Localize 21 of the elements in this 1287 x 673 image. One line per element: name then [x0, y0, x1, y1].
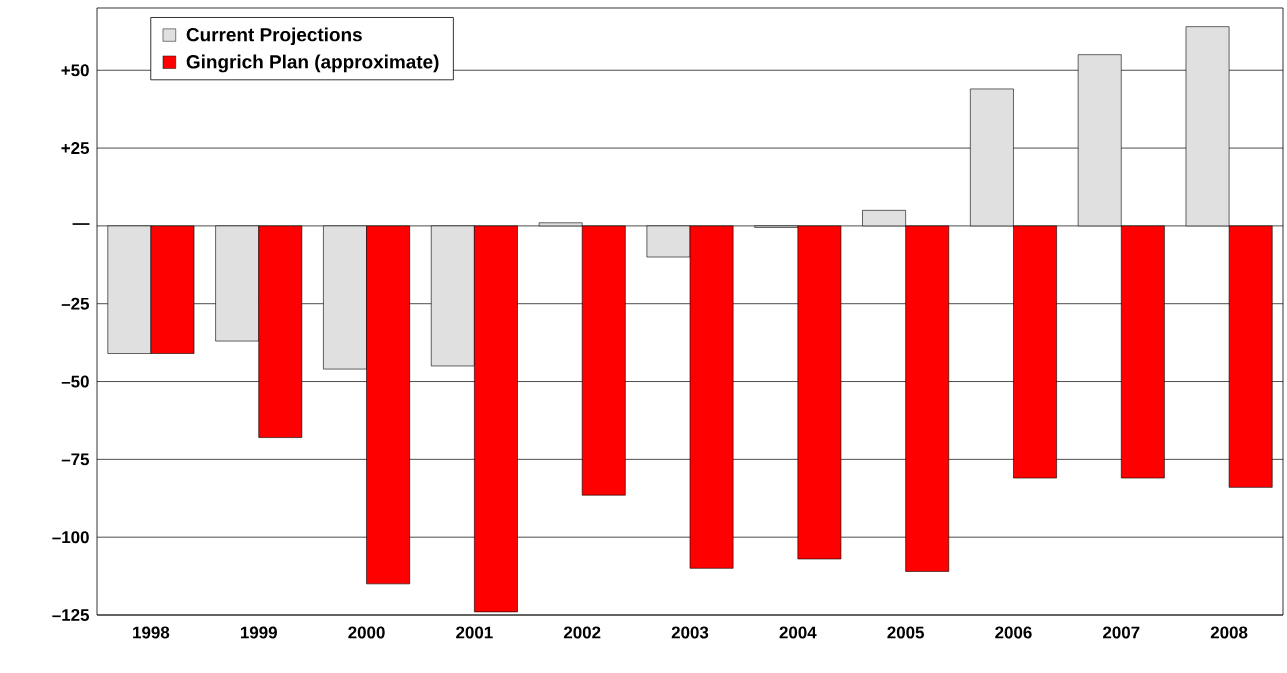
legend-label: Current Projections — [186, 27, 362, 46]
x-tick-label: 2002 — [563, 626, 601, 639]
x-tick-label: 1999 — [240, 626, 277, 639]
legend-label: Gingrich Plan (approximate) — [186, 54, 439, 73]
y-tick-label: –125 — [52, 609, 90, 621]
y-tick-label: –75 — [61, 453, 90, 466]
x-tick-label: 2005 — [887, 626, 924, 639]
y-tick-label: –25 — [61, 297, 90, 310]
y-tick-label: +50 — [61, 64, 89, 77]
y-tick-label: — — [72, 223, 90, 225]
x-tick-label: 2001 — [456, 626, 493, 639]
x-tick-label: 1998 — [133, 626, 170, 639]
y-tick-label: –50 — [61, 375, 89, 388]
x-tick-label: 2003 — [671, 626, 709, 639]
y-tick-label: +25 — [61, 142, 90, 155]
x-tick-label: 2008 — [1210, 626, 1248, 639]
x-tick-label: 2006 — [995, 626, 1032, 639]
x-tick-label: 2000 — [348, 626, 385, 639]
x-tick-label: 2007 — [1103, 626, 1140, 639]
y-tick-label: –100 — [52, 531, 89, 544]
x-tick-label: 2004 — [779, 626, 817, 639]
